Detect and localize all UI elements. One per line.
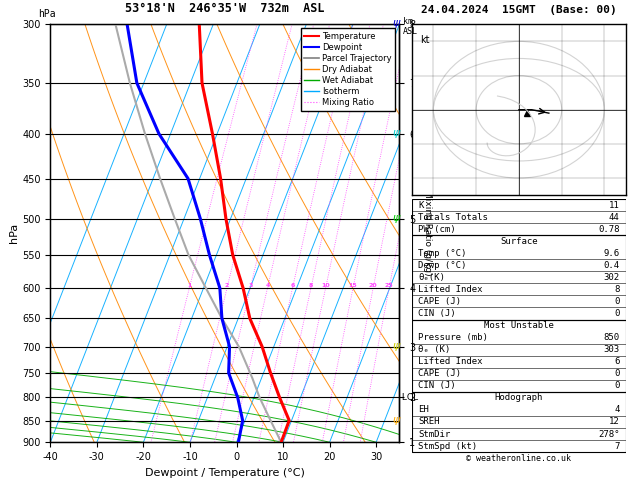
Text: 0.78: 0.78 — [598, 225, 620, 234]
Text: LCL: LCL — [399, 393, 418, 402]
Text: $\psi$: $\psi$ — [391, 415, 401, 427]
Text: 3: 3 — [248, 283, 252, 288]
Text: CAPE (J): CAPE (J) — [418, 297, 462, 306]
Text: CIN (J): CIN (J) — [418, 382, 456, 390]
Text: Totals Totals: Totals Totals — [418, 212, 488, 222]
Text: Most Unstable: Most Unstable — [484, 321, 554, 330]
Text: 0: 0 — [614, 309, 620, 318]
Text: StmDir: StmDir — [418, 430, 450, 438]
Text: $\psi$: $\psi$ — [391, 18, 401, 30]
Bar — [412, 235, 626, 319]
Text: 44: 44 — [609, 212, 620, 222]
Text: Hodograph: Hodograph — [495, 393, 543, 402]
Text: 0.4: 0.4 — [603, 261, 620, 270]
Text: 12: 12 — [609, 417, 620, 426]
Text: 10: 10 — [321, 283, 330, 288]
Y-axis label: Mixing Ratio (g/kg): Mixing Ratio (g/kg) — [423, 191, 432, 276]
Text: θₑ(K): θₑ(K) — [418, 273, 445, 282]
Text: 53°18'N  246°35'W  732m  ASL: 53°18'N 246°35'W 732m ASL — [125, 1, 325, 15]
Text: Lifted Index: Lifted Index — [418, 285, 483, 294]
Text: 302: 302 — [603, 273, 620, 282]
Text: Lifted Index: Lifted Index — [418, 357, 483, 366]
Bar — [412, 392, 626, 452]
Text: Surface: Surface — [500, 237, 538, 246]
Text: SREH: SREH — [418, 417, 440, 426]
Text: $\psi$: $\psi$ — [391, 341, 401, 353]
Text: 0: 0 — [614, 369, 620, 378]
Text: 1: 1 — [187, 283, 191, 288]
Text: θₑ (K): θₑ (K) — [418, 345, 450, 354]
Text: hPa: hPa — [38, 9, 55, 19]
Text: $\psi$: $\psi$ — [391, 128, 401, 140]
Text: 0: 0 — [614, 297, 620, 306]
Text: 303: 303 — [603, 345, 620, 354]
Text: © weatheronline.co.uk: © weatheronline.co.uk — [467, 453, 571, 463]
Text: 11: 11 — [609, 201, 620, 209]
Text: 8: 8 — [614, 285, 620, 294]
Text: 20: 20 — [369, 283, 377, 288]
Text: 7: 7 — [614, 442, 620, 451]
Bar — [412, 199, 626, 235]
Text: km
ASL: km ASL — [403, 17, 418, 36]
Text: 15: 15 — [348, 283, 357, 288]
Text: CAPE (J): CAPE (J) — [418, 369, 462, 378]
Text: 4: 4 — [614, 405, 620, 415]
Text: 8: 8 — [309, 283, 313, 288]
Text: StmSpd (kt): StmSpd (kt) — [418, 442, 477, 451]
Text: Pressure (mb): Pressure (mb) — [418, 333, 488, 342]
Text: PW (cm): PW (cm) — [418, 225, 456, 234]
Text: K: K — [418, 201, 424, 209]
Text: EH: EH — [418, 405, 429, 415]
Text: CIN (J): CIN (J) — [418, 309, 456, 318]
Text: 6: 6 — [614, 357, 620, 366]
Text: Temp (°C): Temp (°C) — [418, 249, 467, 258]
Text: 9.6: 9.6 — [603, 249, 620, 258]
X-axis label: Dewpoint / Temperature (°C): Dewpoint / Temperature (°C) — [145, 468, 305, 478]
Text: 6: 6 — [291, 283, 295, 288]
Y-axis label: hPa: hPa — [9, 223, 19, 243]
Bar — [412, 319, 626, 392]
Text: kt: kt — [421, 35, 430, 45]
Text: 4: 4 — [265, 283, 270, 288]
Text: 278°: 278° — [598, 430, 620, 438]
Text: 0: 0 — [614, 382, 620, 390]
Text: $\psi$: $\psi$ — [391, 213, 401, 225]
Text: 2: 2 — [225, 283, 229, 288]
Text: Dewp (°C): Dewp (°C) — [418, 261, 467, 270]
Legend: Temperature, Dewpoint, Parcel Trajectory, Dry Adiabat, Wet Adiabat, Isotherm, Mi: Temperature, Dewpoint, Parcel Trajectory… — [301, 29, 395, 111]
Text: 24.04.2024  15GMT  (Base: 00): 24.04.2024 15GMT (Base: 00) — [421, 4, 617, 15]
Text: 850: 850 — [603, 333, 620, 342]
Text: 25: 25 — [385, 283, 394, 288]
